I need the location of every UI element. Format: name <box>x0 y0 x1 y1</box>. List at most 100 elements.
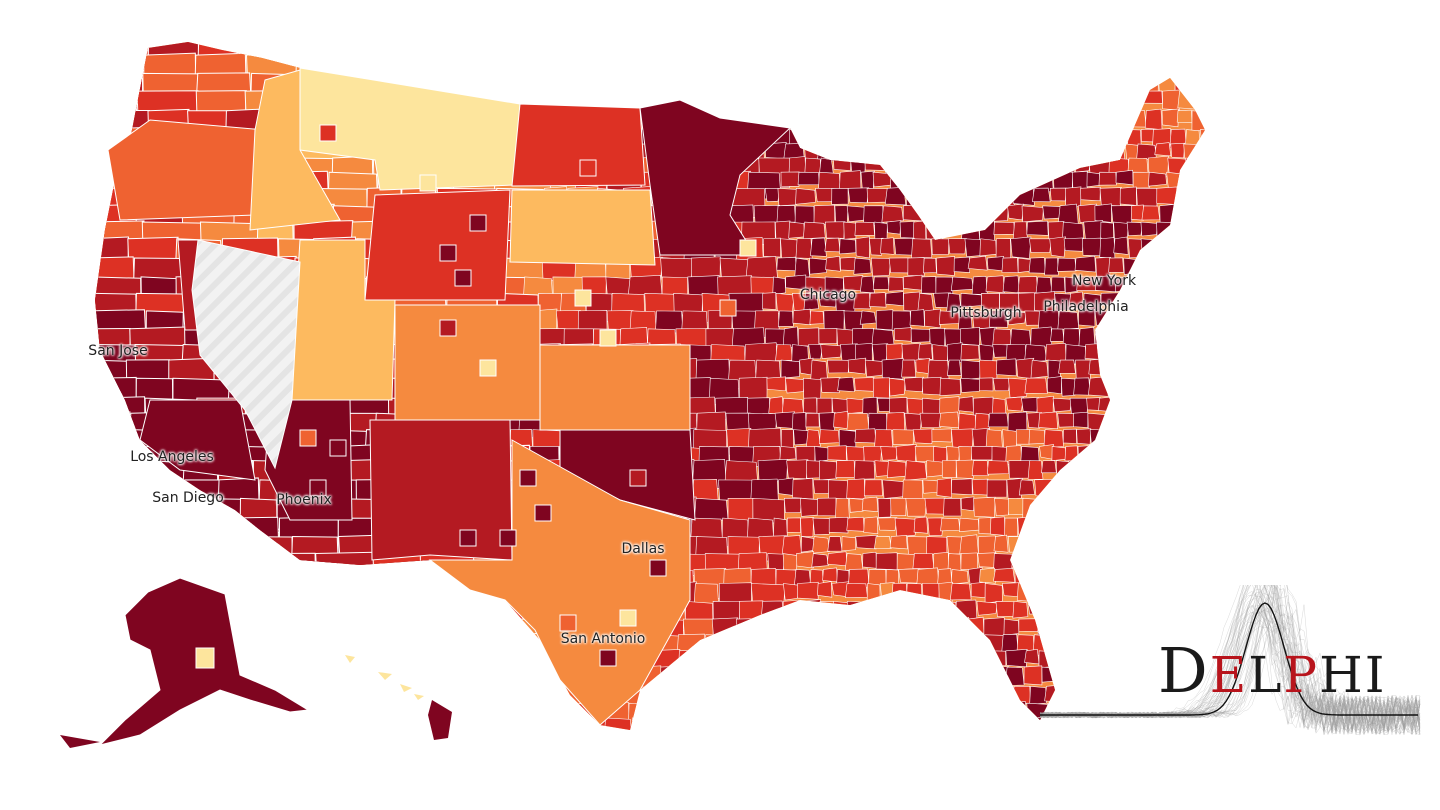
county-cell <box>1183 143 1205 159</box>
county-cell <box>1138 328 1155 345</box>
county-cell <box>801 618 820 635</box>
county-cell <box>941 701 958 718</box>
county-cell <box>1021 397 1039 413</box>
county-cell <box>285 634 323 677</box>
county-cell <box>1155 310 1171 331</box>
county-cell <box>1026 220 1049 236</box>
county-cell <box>1179 477 1198 498</box>
county-cell <box>785 377 806 394</box>
county-cell <box>1016 582 1036 602</box>
county-cell <box>1023 665 1043 686</box>
county-cell <box>867 53 882 75</box>
county-cell <box>454 269 472 287</box>
county-cell <box>575 54 608 85</box>
county-cell <box>1071 171 1089 190</box>
county-cell <box>983 170 1002 193</box>
county-cell <box>1184 276 1205 297</box>
county-cell <box>1073 377 1091 396</box>
county-cell <box>1051 446 1067 462</box>
county-cell <box>1133 568 1149 582</box>
county-cell <box>711 684 735 717</box>
county-cell <box>922 143 942 161</box>
county-cell <box>1032 569 1052 587</box>
county-cell <box>1078 309 1096 327</box>
county-cell <box>825 255 841 272</box>
county-cell <box>1012 685 1031 704</box>
county-cell <box>872 377 890 399</box>
county-cell <box>629 469 647 487</box>
county-cell <box>1017 142 1038 160</box>
county-cell <box>870 649 885 665</box>
county-cell <box>1207 461 1222 477</box>
county-cell <box>95 567 127 621</box>
county-cell <box>814 42 834 55</box>
county-cell <box>941 142 964 162</box>
county-cell <box>1168 42 1183 55</box>
county-cell <box>1015 717 1036 730</box>
county-cell <box>885 291 904 307</box>
county-cell <box>876 397 892 412</box>
county-cell <box>818 291 838 308</box>
county-cell <box>921 583 941 604</box>
county-cell <box>805 412 820 428</box>
county-cell <box>913 600 929 615</box>
county-cell <box>765 684 782 699</box>
county-cell <box>890 498 907 517</box>
county-cell <box>1008 377 1029 399</box>
county-cell <box>1121 359 1144 379</box>
county-cell <box>960 327 981 346</box>
county-cell <box>95 458 147 510</box>
county-cell <box>1140 221 1158 237</box>
county-cell <box>1141 90 1163 104</box>
county-cell <box>1050 89 1068 106</box>
county-cell <box>938 650 962 673</box>
county-cell <box>846 412 870 431</box>
county-cell <box>658 53 685 80</box>
county-cell <box>1170 293 1186 307</box>
county-cell <box>777 188 798 207</box>
county-cell <box>908 73 929 90</box>
county-cell <box>180 536 235 575</box>
county-cell <box>872 276 890 290</box>
county-cell <box>887 142 910 159</box>
county-cell <box>763 110 778 126</box>
county-cell <box>1177 89 1198 110</box>
county-cell <box>785 90 799 107</box>
county-cell <box>1197 89 1205 107</box>
county-cell <box>1136 257 1158 278</box>
county-cell <box>1152 411 1172 431</box>
county-cell <box>779 632 794 653</box>
county-cell <box>649 559 667 577</box>
county-cell <box>958 396 974 413</box>
county-cell <box>1140 459 1162 475</box>
county-cell <box>598 734 623 760</box>
county-cell <box>559 73 586 106</box>
county-cell <box>1181 412 1199 432</box>
county-cell <box>926 460 943 478</box>
county-cell <box>976 734 995 750</box>
county-cell <box>480 42 535 79</box>
county-cell <box>903 291 921 313</box>
county-cell <box>697 71 726 97</box>
city-label-san-diego: San Diego <box>152 490 224 506</box>
county-cell <box>802 732 818 752</box>
county-cell <box>1154 142 1172 157</box>
county-cell <box>714 717 739 730</box>
county-cell <box>931 428 952 443</box>
county-cell <box>950 569 969 585</box>
county-cell <box>778 310 794 327</box>
county-cell <box>986 460 1010 475</box>
county-cell <box>624 734 648 756</box>
county-cell <box>360 715 403 730</box>
county-cell <box>1075 359 1092 381</box>
county-cell <box>1176 186 1198 209</box>
county-cell <box>987 412 1009 428</box>
county-cell <box>810 359 828 381</box>
county-cell <box>973 496 996 518</box>
county-cell <box>1026 412 1042 429</box>
county-cell <box>931 618 949 637</box>
county-cell <box>1201 429 1205 448</box>
county-cell <box>1099 187 1122 207</box>
county-cell <box>889 534 908 550</box>
county-cell <box>902 650 922 666</box>
